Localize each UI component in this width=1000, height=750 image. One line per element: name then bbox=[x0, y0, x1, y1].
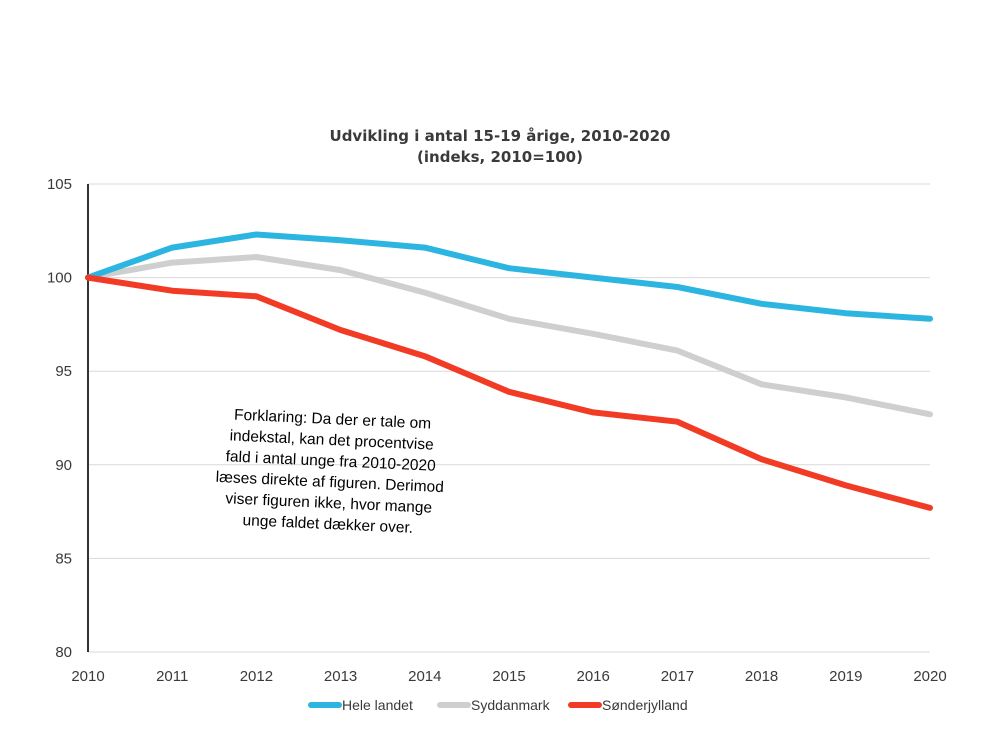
legend-label: Syddanmark bbox=[471, 697, 551, 713]
x-tick-label: 2019 bbox=[829, 668, 862, 685]
x-tick-label: 2014 bbox=[408, 668, 441, 685]
y-axis-ticks: 105 100 95 90 85 80 bbox=[47, 176, 72, 661]
y-tick-label: 95 bbox=[55, 363, 72, 380]
chart-subtitle: (indeks, 2010=100) bbox=[417, 148, 583, 166]
legend-label: Hele landet bbox=[342, 697, 413, 713]
legend: Hele landet Syddanmark Sønderjylland bbox=[308, 697, 688, 713]
y-tick-label: 80 bbox=[55, 644, 72, 661]
x-tick-label: 2011 bbox=[156, 668, 188, 685]
series-line-0 bbox=[85, 231, 933, 322]
chart-title: Udvikling i antal 15-19 årige, 2010-2020 bbox=[330, 127, 671, 145]
annotation-line: unge faldet dækker over. bbox=[242, 512, 413, 537]
x-tick-label: 2013 bbox=[324, 668, 357, 685]
y-tick-label: 105 bbox=[47, 176, 72, 193]
x-axis-ticks: 2010 2011 2012 2013 2014 2015 2016 2017 2018 2019… bbox=[71, 668, 946, 685]
x-tick-label: 2015 bbox=[492, 668, 525, 685]
x-tick-label: 2016 bbox=[577, 668, 610, 685]
series-line-1 bbox=[85, 254, 933, 418]
legend-label: Sønderjylland bbox=[602, 697, 688, 713]
y-tick-label: 90 bbox=[55, 457, 72, 474]
x-tick-label: 2020 bbox=[913, 668, 946, 685]
series-line-2 bbox=[85, 274, 933, 511]
y-tick-label: 85 bbox=[55, 550, 72, 567]
series-lines bbox=[85, 231, 933, 511]
explanation-annotation: Forklaring: Da der er tale omindekstal, … bbox=[215, 407, 444, 537]
x-tick-label: 2010 bbox=[71, 668, 104, 685]
x-tick-label: 2018 bbox=[745, 668, 778, 685]
y-tick-label: 100 bbox=[47, 270, 72, 287]
gridlines bbox=[88, 183, 930, 653]
x-tick-label: 2012 bbox=[240, 668, 273, 685]
x-tick-label: 2017 bbox=[661, 668, 694, 685]
